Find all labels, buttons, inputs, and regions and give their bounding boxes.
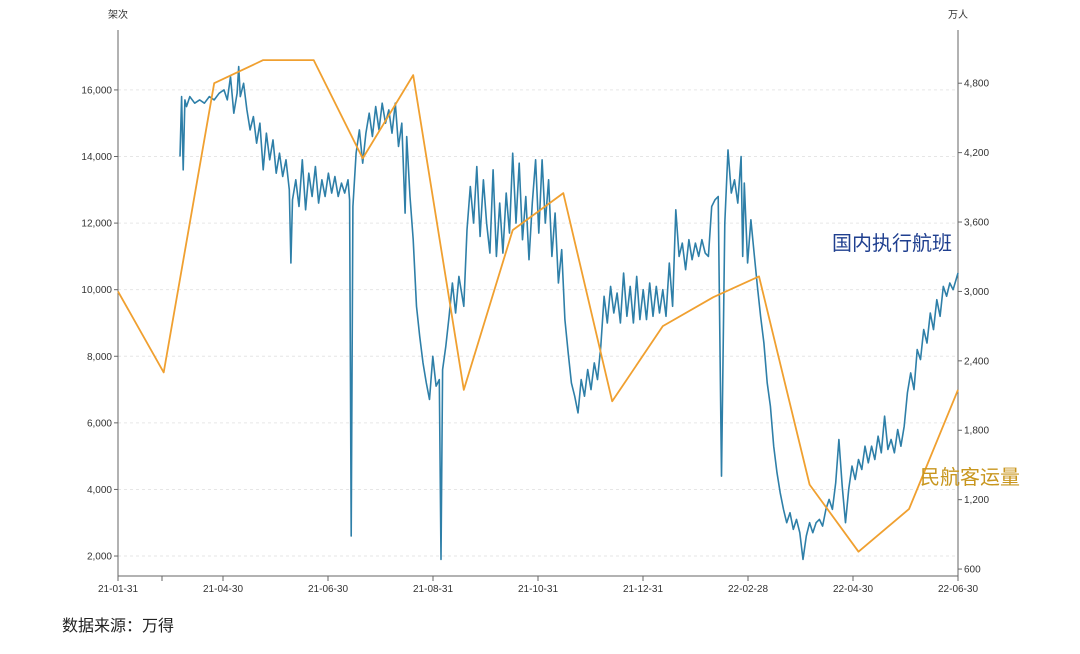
- right-tick-label: 3,000: [964, 287, 989, 298]
- x-tick-label: 21-01-31: [98, 584, 138, 595]
- x-tick-label: 22-04-30: [833, 584, 873, 595]
- x-tick-label: 21-08-31: [413, 584, 453, 595]
- left-axis-unit: 架次: [108, 8, 128, 21]
- left-tick-label: 2,000: [87, 552, 112, 563]
- axes: 2,000 4,000 6,000 8,000 10,000 12,000 14,000 16…: [81, 30, 989, 595]
- x-tick-label: 22-02-28: [728, 584, 768, 595]
- x-tick-label: 22-06-30: [938, 584, 978, 595]
- gridlines: [118, 89, 958, 557]
- right-axis-unit: 万人: [948, 9, 968, 21]
- series-line-flights: [179, 65, 959, 561]
- left-tick-label: 14,000: [81, 152, 112, 163]
- series-layer: [117, 59, 959, 561]
- series-label-passengers: 民航客运量: [920, 465, 1020, 489]
- source-note: 数据来源：万得: [62, 616, 175, 635]
- left-tick-label: 10,000: [81, 285, 112, 296]
- right-tick-label: 4,200: [964, 148, 989, 159]
- left-tick-label: 4,000: [87, 485, 112, 496]
- series-line-passengers: [117, 59, 959, 553]
- x-tick-label: 21-10-31: [518, 584, 558, 595]
- x-tick-label: 21-06-30: [308, 584, 348, 595]
- right-tick-label: 4,800: [964, 79, 989, 90]
- x-tick-label: 21-04-30: [203, 584, 243, 595]
- left-tick-label: 6,000: [87, 418, 112, 429]
- x-tick-label: 21-12-31: [623, 584, 663, 595]
- left-tick-label: 12,000: [81, 219, 112, 230]
- right-tick-label: 3,600: [964, 218, 989, 229]
- right-tick-label: 2,400: [964, 356, 989, 367]
- right-tick-label: 1,800: [964, 426, 989, 437]
- right-tick-label: 1,200: [964, 495, 989, 506]
- left-tick-label: 8,000: [87, 352, 112, 363]
- series-label-flights: 国内执行航班: [832, 231, 952, 255]
- right-tick-label: 600: [964, 565, 981, 576]
- left-tick-label: 16,000: [81, 85, 112, 96]
